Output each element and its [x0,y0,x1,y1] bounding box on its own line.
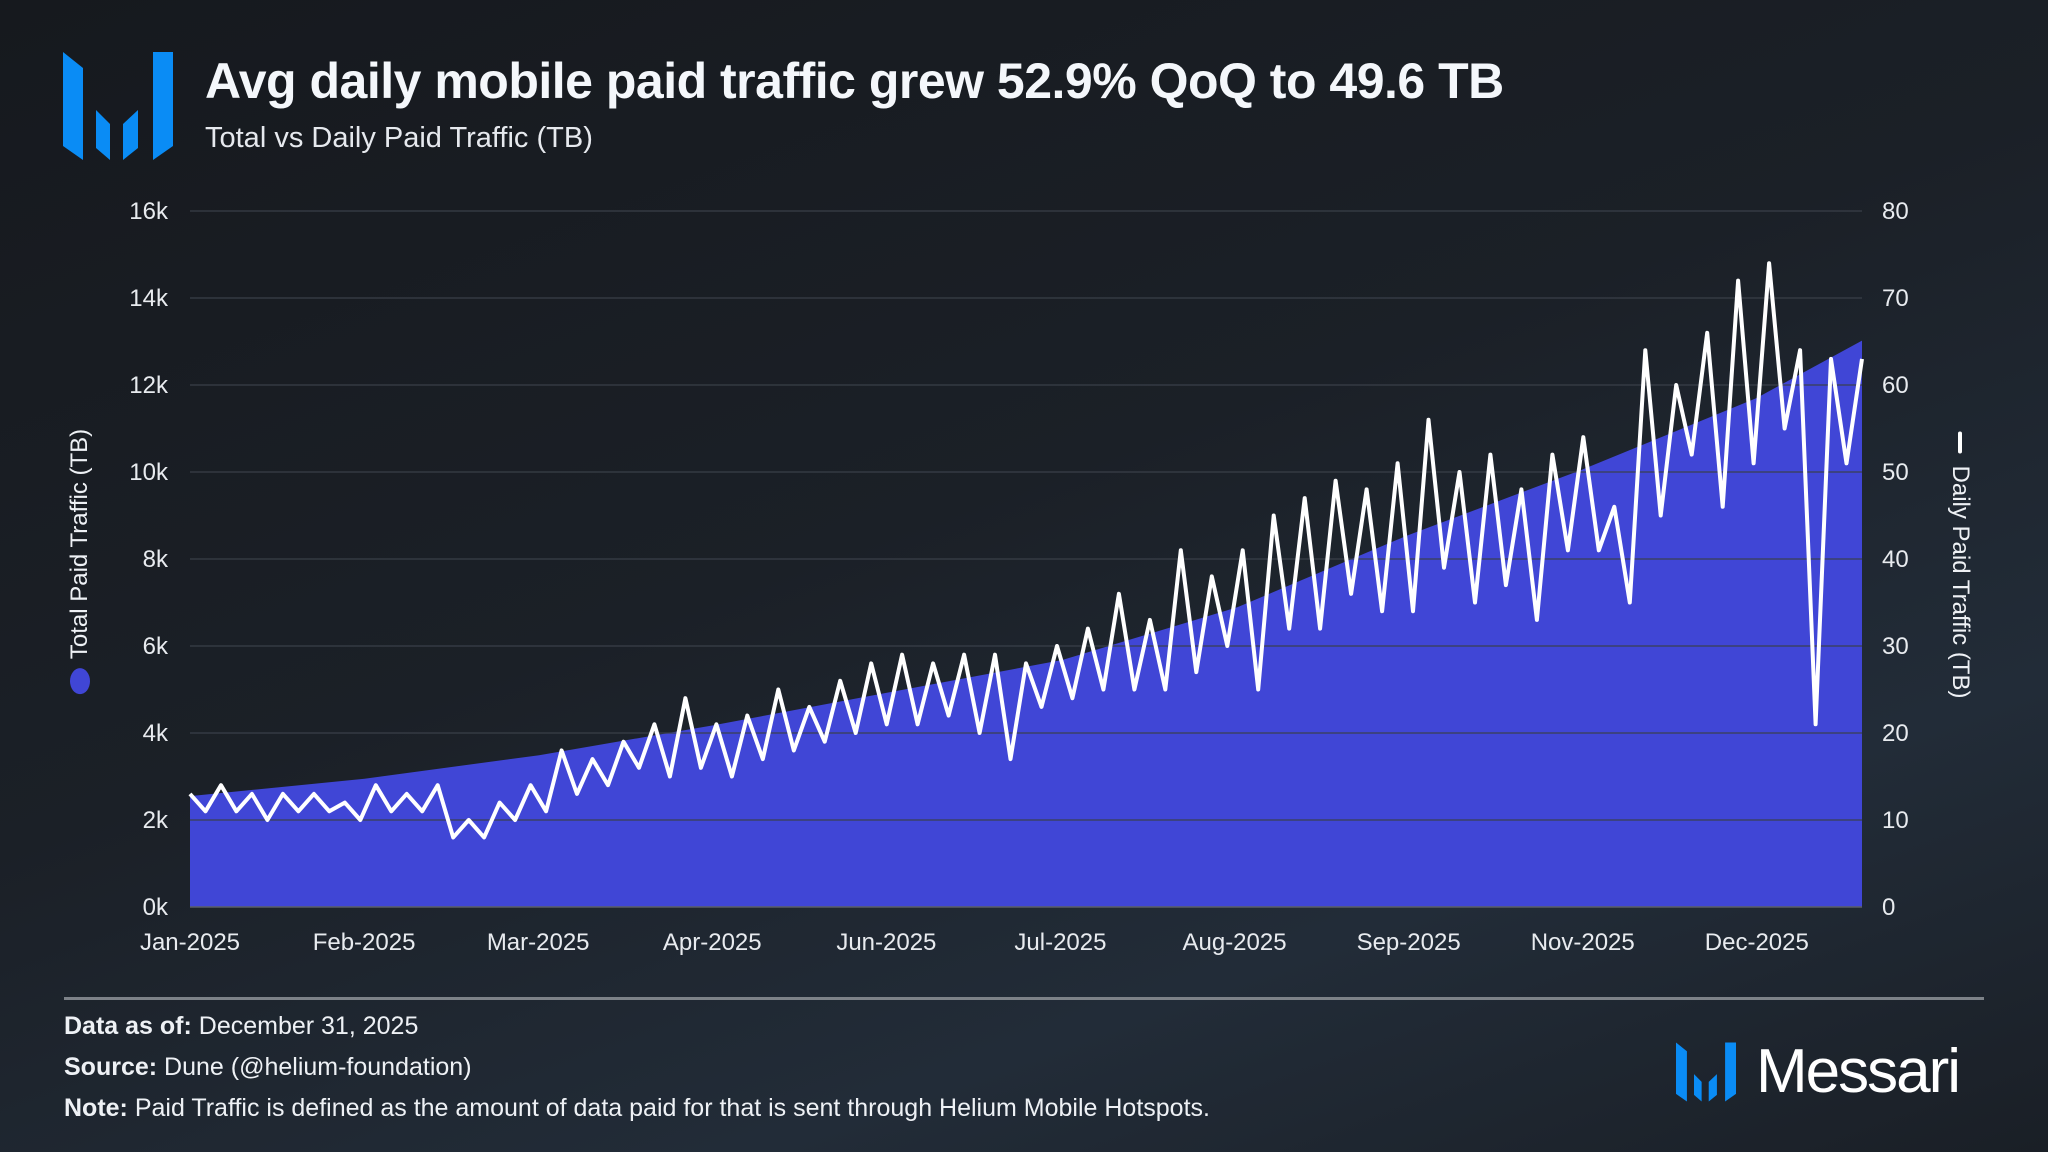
source-label: Source: [64,1053,158,1081]
left-axis-tick: 14k [129,285,169,312]
footer-data-as-of: Data as of: December 31, 2025 [64,1012,418,1041]
left-axis-tick: 10k [129,459,169,486]
right-axis-tick: 10 [1882,807,1909,834]
total-traffic-area [190,340,1862,908]
left-axis-tick: 16k [129,198,169,225]
legend-line-swatch-icon [1958,431,1962,454]
right-axis-tick: 50 [1882,459,1909,486]
right-axis-tick: 40 [1882,546,1909,573]
data-as-of-label: Data as of: [64,1012,192,1040]
note-value: Paid Traffic is defined as the amount of… [134,1094,1210,1122]
x-axis-tick: Sep-2025 [1357,929,1461,956]
chart-title: Avg daily mobile paid traffic grew 52.9%… [205,53,1504,109]
right-axis-tick: 70 [1882,285,1909,312]
legend-area-swatch-icon [70,668,90,695]
right-axis-tick: 80 [1882,198,1909,225]
messari-logo-icon [63,52,173,160]
left-axis-tick: 4k [143,720,169,747]
footer-note: Note: Paid Traffic is defined as the amo… [64,1094,1210,1123]
messari-brand-icon [1676,1042,1736,1101]
left-axis-tick: 12k [129,372,169,399]
footer-divider [64,997,1984,1000]
left-axis-tick: 8k [143,546,169,573]
left-axis-tick: 6k [143,633,169,660]
right-axis-label: Daily Paid Traffic (TB) [1946,431,1974,699]
right-axis-tick: 30 [1882,633,1909,660]
x-axis-tick: Jan-2025 [140,929,240,956]
data-as-of-value: December 31, 2025 [198,1012,419,1040]
right-axis-tick: 0 [1882,894,1895,921]
left-axis-tick: 0k [143,894,169,921]
messari-brand: Messari [1676,1036,1961,1107]
left-axis-title: Total Paid Traffic (TB) [66,428,93,660]
x-axis-tick: Dec-2025 [1705,929,1809,956]
left-axis-tick: 2k [143,807,169,834]
right-axis-tick: 20 [1882,720,1909,747]
x-axis-tick: Jul-2025 [1014,929,1106,956]
right-axis-title: Daily Paid Traffic (TB) [1947,465,1974,699]
left-axis-label: Total Paid Traffic (TB) [66,428,94,695]
chart-subtitle: Total vs Daily Paid Traffic (TB) [205,122,593,154]
note-label: Note: [64,1094,128,1122]
x-axis-tick: Feb-2025 [313,929,416,956]
x-axis-tick: Jun-2025 [836,929,936,956]
x-axis-tick: Nov-2025 [1531,929,1635,956]
daily-traffic-line [188,261,1864,840]
x-axis-tick: Apr-2025 [663,929,762,956]
brand-name: Messari [1756,1037,1961,1106]
source-value: Dune (@helium-foundation) [164,1053,472,1081]
footer-source: Source: Dune (@helium-foundation) [64,1053,472,1082]
right-axis-tick: 60 [1882,372,1909,399]
x-axis-tick: Mar-2025 [487,929,590,956]
x-axis-tick: Aug-2025 [1182,929,1286,956]
